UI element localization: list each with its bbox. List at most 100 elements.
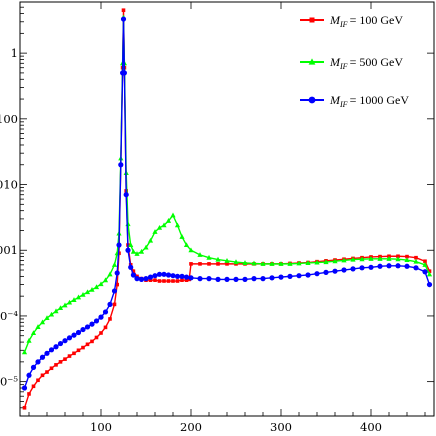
data-point bbox=[123, 192, 129, 198]
data-point bbox=[21, 349, 28, 355]
data-point bbox=[278, 261, 284, 266]
data-point bbox=[128, 242, 134, 248]
x-tick-label: 200 bbox=[180, 420, 202, 434]
data-point bbox=[111, 288, 118, 294]
data-point bbox=[44, 315, 50, 321]
data-point bbox=[161, 271, 167, 277]
data-point bbox=[112, 302, 117, 307]
data-point bbox=[405, 254, 409, 259]
data-point bbox=[314, 271, 320, 277]
data-point bbox=[183, 242, 190, 248]
data-point bbox=[170, 212, 176, 218]
data-point bbox=[143, 276, 149, 282]
data-point bbox=[207, 262, 211, 266]
data-point bbox=[45, 370, 49, 374]
data-point bbox=[332, 268, 338, 274]
data-point bbox=[198, 262, 202, 266]
data-point bbox=[233, 259, 239, 265]
x-tick-label: 400 bbox=[360, 420, 382, 434]
y-tick-label: 0.001 bbox=[0, 243, 18, 257]
data-point bbox=[102, 277, 109, 283]
data-point bbox=[35, 359, 41, 365]
data-point bbox=[57, 305, 64, 311]
data-point bbox=[103, 325, 108, 330]
data-point bbox=[314, 259, 320, 265]
data-point bbox=[134, 276, 140, 282]
data-point bbox=[260, 261, 266, 266]
data-point bbox=[39, 354, 46, 360]
y-tick-label: 0.010 bbox=[0, 178, 18, 192]
data-point bbox=[156, 271, 163, 277]
data-point bbox=[120, 16, 127, 22]
data-point bbox=[206, 254, 212, 260]
y-tick-label: 10⁻⁴ bbox=[0, 309, 18, 323]
data-point bbox=[395, 263, 401, 269]
data-point bbox=[368, 256, 374, 261]
data-point bbox=[58, 360, 63, 364]
data-point bbox=[183, 274, 190, 280]
data-point bbox=[413, 258, 419, 264]
data-point bbox=[174, 222, 181, 228]
data-point bbox=[278, 274, 284, 280]
series-2 bbox=[21, 14, 433, 355]
data-point bbox=[76, 348, 81, 353]
data-point bbox=[40, 373, 45, 378]
data-point bbox=[165, 218, 172, 223]
data-point bbox=[48, 347, 55, 353]
data-point bbox=[341, 257, 347, 263]
data-point bbox=[67, 354, 72, 358]
data-point bbox=[206, 276, 212, 282]
data-point bbox=[251, 276, 257, 282]
data-point bbox=[62, 338, 68, 344]
data-point bbox=[233, 276, 239, 282]
legend-label: MIF = 500 GeV bbox=[329, 55, 403, 71]
data-point bbox=[22, 405, 27, 410]
data-point bbox=[224, 276, 230, 282]
data-point bbox=[115, 282, 119, 287]
data-point bbox=[89, 321, 95, 327]
data-point bbox=[242, 276, 248, 282]
data-point bbox=[93, 318, 100, 324]
legend-item: MIF = 100 GeV bbox=[300, 13, 403, 29]
data-point bbox=[121, 8, 126, 13]
y-tick-label: 0.100 bbox=[0, 112, 18, 126]
data-point bbox=[89, 286, 95, 292]
data-point bbox=[377, 263, 383, 269]
data-point bbox=[404, 257, 410, 263]
data-point bbox=[111, 262, 118, 267]
data-point bbox=[180, 278, 184, 282]
data-point bbox=[84, 324, 91, 330]
y-tick-label: 1 bbox=[11, 46, 18, 60]
data-point bbox=[39, 319, 46, 325]
data-point bbox=[188, 275, 194, 281]
data-point bbox=[225, 262, 229, 266]
data-point bbox=[170, 273, 176, 279]
data-point bbox=[21, 385, 28, 391]
data-point bbox=[54, 363, 58, 367]
y-tick-label: 10⁻⁵ bbox=[0, 375, 18, 389]
data-point bbox=[75, 329, 82, 336]
data-point bbox=[188, 247, 194, 253]
data-point bbox=[296, 260, 302, 266]
data-point bbox=[368, 264, 374, 270]
data-point bbox=[157, 279, 162, 283]
legend-label: MIF = 100 GeV bbox=[329, 13, 403, 29]
data-point bbox=[287, 261, 293, 266]
x-tick-label: 100 bbox=[90, 420, 112, 434]
data-point bbox=[359, 256, 365, 262]
data-point bbox=[107, 271, 113, 277]
data-point bbox=[147, 274, 154, 280]
data-point bbox=[175, 279, 180, 283]
data-point bbox=[84, 289, 91, 295]
data-point bbox=[62, 302, 68, 308]
data-point bbox=[197, 252, 203, 257]
data-point bbox=[143, 244, 149, 250]
data-point bbox=[323, 269, 329, 275]
data-point bbox=[80, 291, 86, 297]
data-point bbox=[414, 255, 418, 260]
data-point bbox=[131, 269, 136, 273]
data-point bbox=[98, 314, 104, 320]
data-point bbox=[426, 281, 433, 288]
data-point bbox=[350, 266, 356, 272]
